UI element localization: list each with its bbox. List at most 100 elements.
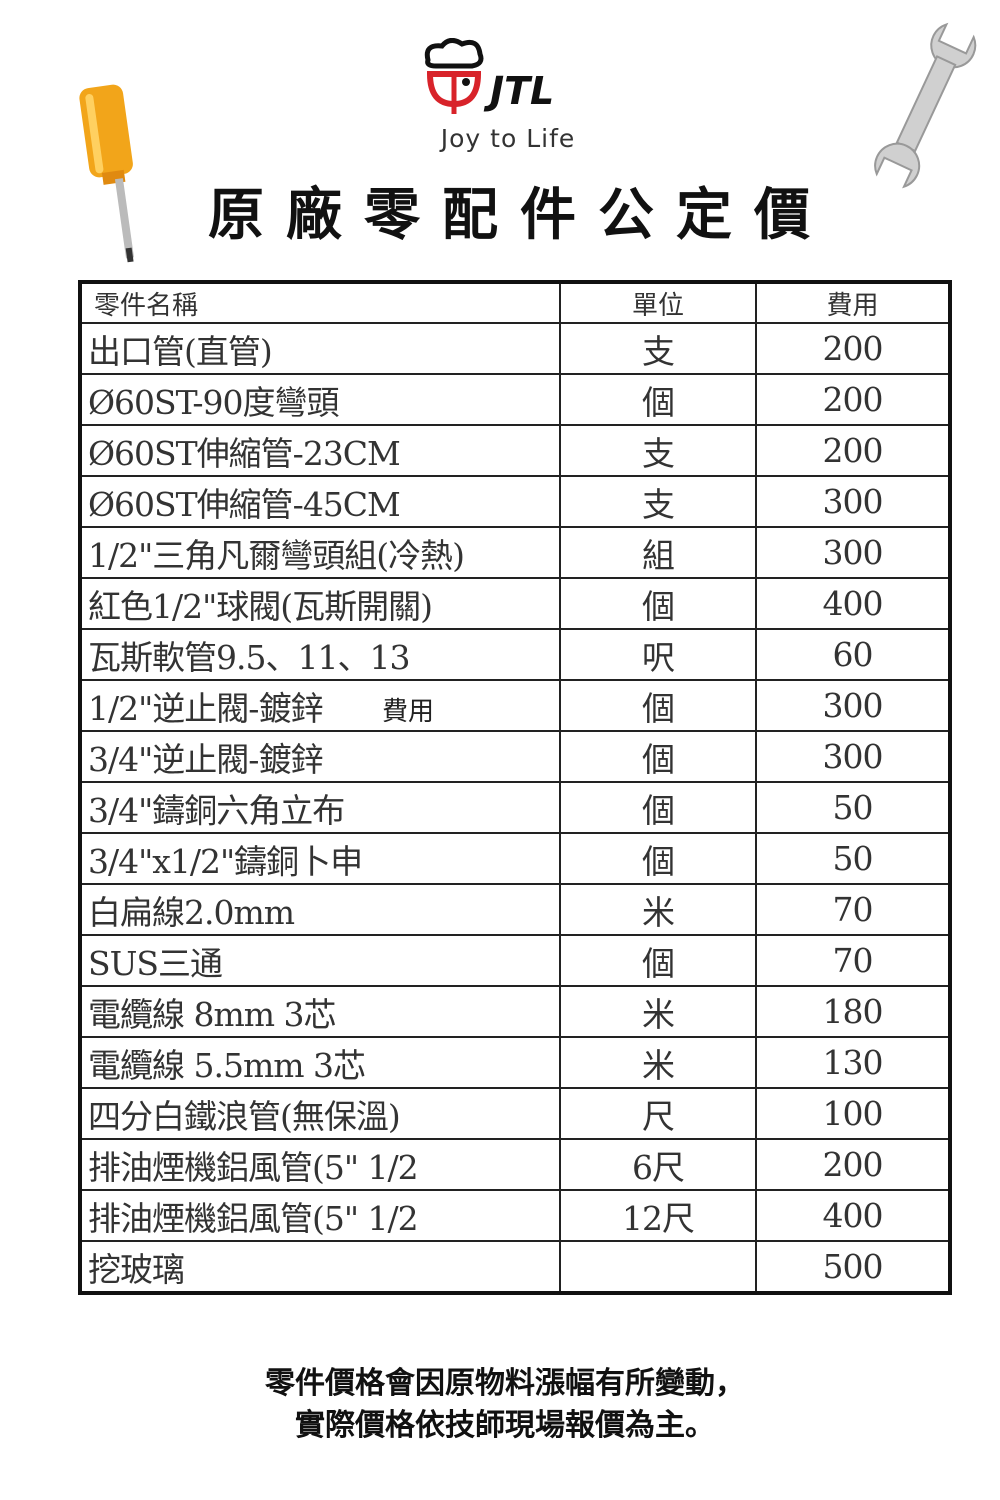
- unit-cell: 支: [559, 322, 757, 375]
- part-name-text: 排油煙機鋁風管(5" 1/2: [88, 1147, 419, 1187]
- unit-cell: 米: [559, 1036, 757, 1089]
- part-name-text: SUS三通: [88, 943, 223, 983]
- footer-note-line1: 零件價格會因原物料漲幅有所變動，: [265, 1366, 745, 1401]
- table-row: 電纜線 5.5mm 3芯 米 130: [79, 1036, 951, 1089]
- part-name-cell: Ø60ST-90度彎頭: [79, 373, 561, 426]
- unit-text: 6尺: [632, 1147, 685, 1187]
- part-name-text: Ø60ST伸縮管-45CM: [88, 484, 401, 524]
- table-row: Ø60ST伸縮管-23CM 支 200: [79, 424, 951, 477]
- fee-cell: 130: [755, 1036, 951, 1089]
- part-name-cell: Ø60ST伸縮管-45CM: [79, 475, 561, 528]
- fee-text: 300: [822, 533, 884, 572]
- table-row: SUS三通 個 70: [79, 934, 951, 987]
- unit-cell: 12尺: [559, 1189, 757, 1242]
- unit-text: 個: [642, 739, 675, 779]
- unit-text: 支: [642, 484, 675, 524]
- unit-cell: [559, 1240, 757, 1294]
- unit-cell: 個: [559, 781, 757, 834]
- unit-cell: 米: [559, 985, 757, 1038]
- unit-cell: 支: [559, 475, 757, 528]
- unit-cell: 個: [559, 730, 757, 783]
- fee-text: 500: [822, 1247, 884, 1286]
- fee-cell: 200: [755, 424, 951, 477]
- table-row: 出口管(直管) 支 200: [79, 322, 951, 375]
- unit-cell: 個: [559, 832, 757, 885]
- part-name-text: 出口管(直管): [88, 331, 273, 371]
- part-name-text: 瓦斯軟管9.5、11、13: [88, 637, 410, 677]
- unit-text: 個: [642, 586, 675, 626]
- part-name-cell: 3/4"鑄銅六角立布: [79, 781, 561, 834]
- part-name-text: 四分白鐵浪管(無保溫): [88, 1096, 401, 1136]
- unit-text: 個: [642, 382, 675, 422]
- part-name-cell: 瓦斯軟管9.5、11、13: [79, 628, 561, 681]
- unit-text: 支: [642, 433, 675, 473]
- page-title: 原廠零配件公定價: [208, 183, 832, 248]
- fee-cell: 300: [755, 526, 951, 579]
- unit-text: 尺: [642, 1096, 675, 1136]
- column-header-name: 零件名稱: [79, 281, 561, 324]
- unit-text: 個: [642, 688, 675, 728]
- tagline: Joy to Life: [440, 124, 576, 153]
- part-name-cell: SUS三通: [79, 934, 561, 987]
- fee-cell: 200: [755, 1138, 951, 1191]
- table-row: 紅色1/2"球閥(瓦斯開關) 個 400: [79, 577, 951, 630]
- unit-cell: 呎: [559, 628, 757, 681]
- unit-cell: 組: [559, 526, 757, 579]
- part-name-text: 紅色1/2"球閥(瓦斯開關): [88, 586, 433, 626]
- table-row: 瓦斯軟管9.5、11、13 呎 60: [79, 628, 951, 681]
- part-name-text: 電纜線 8mm 3芯: [88, 994, 337, 1034]
- unit-cell: 6尺: [559, 1138, 757, 1191]
- part-name-text: 挖玻璃: [88, 1249, 185, 1289]
- part-name-text: 白扁線2.0mm: [88, 892, 295, 932]
- part-name-text: 排油煙機鋁風管(5" 1/2: [88, 1198, 419, 1238]
- table-row: 3/4"逆止閥-鍍鋅 個 300: [79, 730, 951, 783]
- fee-text: 50: [832, 788, 874, 827]
- wrench-icon: [874, 22, 977, 189]
- price-table: 零件名稱 單位 費用 出口管(直管) 支 200 Ø60ST-90度彎頭個 200 Ø60…: [78, 280, 952, 1295]
- table-row: Ø60ST-90度彎頭 個 200: [79, 373, 951, 426]
- fee-text: 70: [832, 941, 874, 980]
- table-row: 電纜線 8mm 3芯 米 180: [79, 985, 951, 1038]
- column-header-fee: 費用: [755, 281, 951, 324]
- fee-text: 300: [822, 482, 884, 521]
- part-name-cell: 出口管(直管): [79, 322, 561, 375]
- fee-cell: 300: [755, 679, 951, 732]
- unit-cell: 個: [559, 373, 757, 426]
- unit-text: 個: [642, 790, 675, 830]
- unit-text: 12尺: [622, 1198, 695, 1238]
- table-row: 3/4"x1/2"鑄銅卜申 個 50: [79, 832, 951, 885]
- fee-text: 400: [822, 584, 884, 623]
- fee-cell: 60: [755, 628, 951, 681]
- part-name-text: 1/2"三角凡爾彎頭組(冷熱): [88, 535, 465, 575]
- fee-cell: 180: [755, 985, 951, 1038]
- fee-cell: 400: [755, 577, 951, 630]
- fee-cell: 50: [755, 781, 951, 834]
- fee-cell: 200: [755, 373, 951, 426]
- unit-text: 米: [642, 1045, 675, 1085]
- unit-text: 呎: [642, 637, 675, 677]
- fee-cell: 70: [755, 883, 951, 936]
- part-name-cell: 3/4"逆止閥-鍍鋅: [79, 730, 561, 783]
- part-name-text: 1/2"逆止閥-鍍鋅: [88, 688, 323, 728]
- unit-text: 米: [642, 892, 675, 932]
- fee-text: 70: [832, 890, 874, 929]
- fee-text: 180: [822, 992, 884, 1031]
- fee-text: 200: [822, 431, 884, 470]
- stray-label: 費用: [382, 697, 435, 727]
- table-row: 排油煙機鋁風管(5" 1/2 12尺 400: [79, 1189, 951, 1242]
- unit-cell: 個: [559, 679, 757, 732]
- part-name-cell: 挖玻璃: [79, 1240, 561, 1294]
- part-name-text: 3/4"逆止閥-鍍鋅: [88, 739, 323, 779]
- fee-text: 300: [822, 737, 884, 776]
- part-name-cell: 1/2"逆止閥-鍍鋅 費用: [79, 679, 561, 732]
- fee-text: 300: [822, 686, 884, 725]
- fee-text: 130: [822, 1043, 884, 1082]
- fee-cell: 300: [755, 475, 951, 528]
- part-name-cell: 1/2"三角凡爾彎頭組(冷熱): [79, 526, 561, 579]
- fee-cell: 300: [755, 730, 951, 783]
- table-row: 挖玻璃 500: [79, 1240, 951, 1294]
- table-row: 四分白鐵浪管(無保溫) 尺 100: [79, 1087, 951, 1140]
- part-name-cell: 四分白鐵浪管(無保溫): [79, 1087, 561, 1140]
- unit-cell: 尺: [559, 1087, 757, 1140]
- unit-cell: 個: [559, 577, 757, 630]
